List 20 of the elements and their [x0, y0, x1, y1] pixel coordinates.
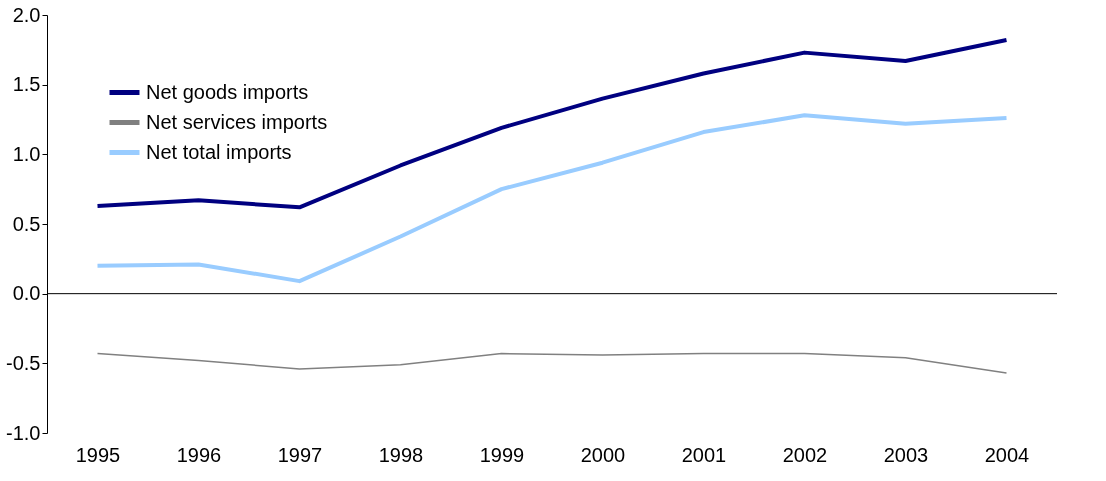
- x-tick-label: 1998: [378, 443, 424, 466]
- x-tick-label: 2000: [580, 443, 626, 466]
- y-tick-label: -0.5: [6, 351, 41, 374]
- x-tick-label: 2003: [883, 443, 929, 466]
- legend-label: Net goods imports: [146, 80, 309, 103]
- y-tick-label: -1.0: [6, 421, 41, 444]
- x-tick-label: 1996: [176, 443, 222, 466]
- x-tick-label: 2002: [782, 443, 828, 466]
- x-tick-label: 2004: [984, 443, 1030, 466]
- y-tick-label: 1.0: [12, 142, 41, 165]
- x-tick-label: 1995: [75, 443, 121, 466]
- legend-label: Net total imports: [146, 140, 292, 163]
- y-tick-label: 2.0: [12, 3, 41, 26]
- x-tick-label: 1999: [479, 443, 525, 466]
- y-tick-label: 1.5: [12, 73, 41, 96]
- y-tick-label: 0.5: [12, 212, 41, 235]
- y-tick-label: 0.0: [12, 282, 41, 305]
- legend-label: Net services imports: [146, 110, 328, 133]
- x-tick-label: 1997: [277, 443, 323, 466]
- x-tick-label: 2001: [681, 443, 727, 466]
